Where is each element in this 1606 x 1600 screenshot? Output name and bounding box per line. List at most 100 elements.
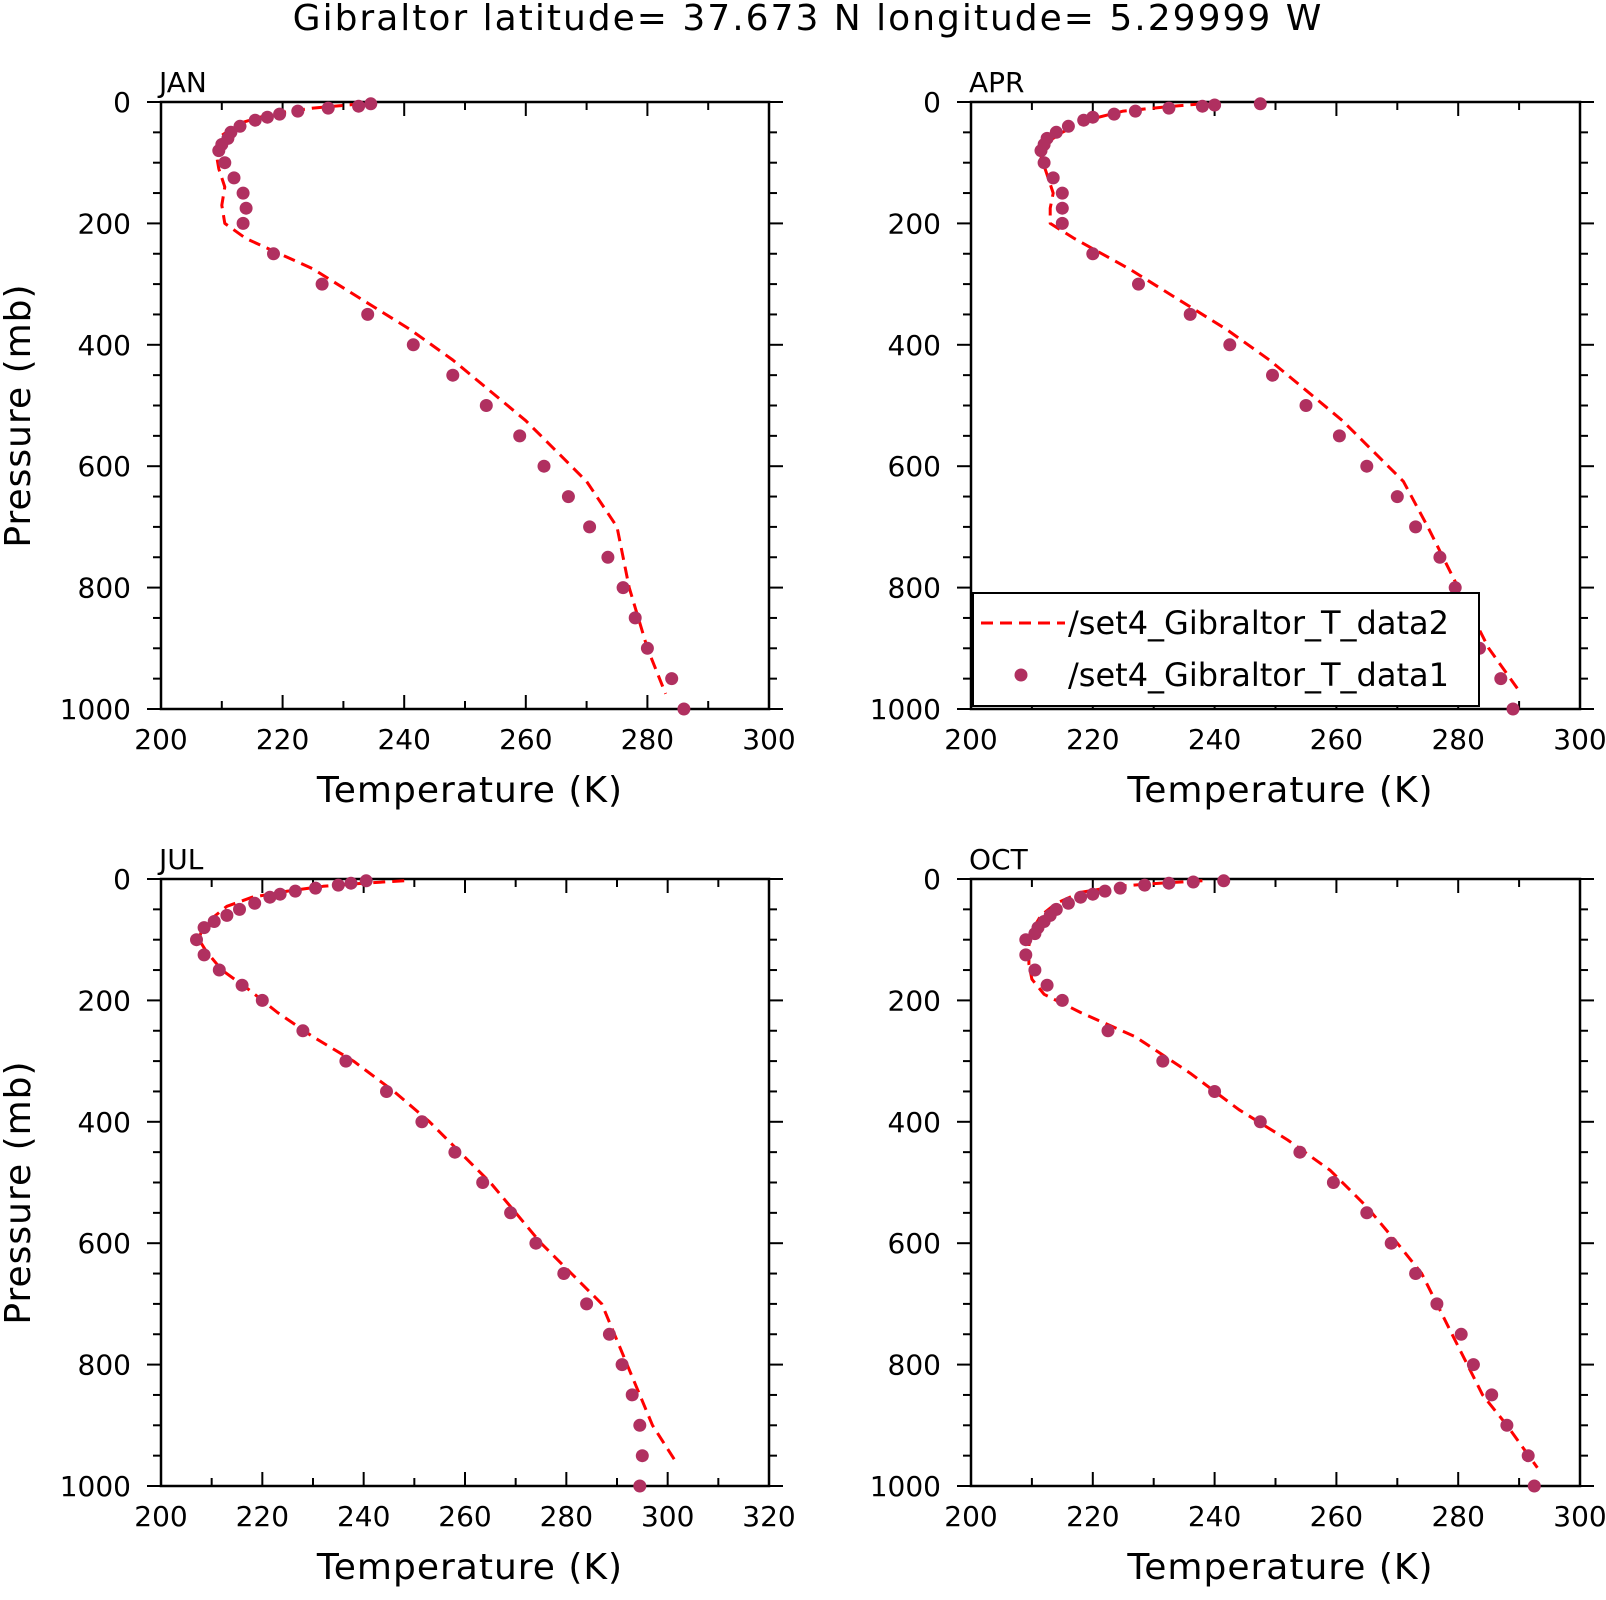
- x-tick-label: 220: [1066, 723, 1119, 756]
- data-point-data1: [296, 1024, 310, 1038]
- chart-panels: 200 220 240 260 280 300 0 200 400 600 800 1000 JAN Te…: [0, 66, 1606, 1588]
- data-point-data1: [448, 1145, 462, 1159]
- data-point-data1: [1430, 1297, 1444, 1311]
- data-point-data1: [1521, 1449, 1535, 1463]
- data-point-data1: [1195, 99, 1209, 113]
- data-point-data1: [1384, 1236, 1398, 1250]
- data-point-data1: [248, 113, 262, 127]
- y-axis-title: Pressure (mb): [0, 283, 39, 547]
- data-point-data1: [1253, 97, 1267, 111]
- data-point-data1: [1040, 978, 1054, 992]
- data-point-data1: [344, 876, 358, 890]
- data-point-data1: [1074, 890, 1088, 904]
- data-point-data1: [1208, 1085, 1222, 1098]
- x-axis-title: Temperature (K): [1126, 770, 1433, 811]
- x-tick-label: 260: [1310, 723, 1363, 756]
- data-point-data1: [273, 107, 287, 121]
- x-tick-label: 300: [641, 1500, 694, 1533]
- data-point-data1: [235, 978, 249, 992]
- data-point-data1: [263, 890, 277, 904]
- data-point-data1: [1055, 993, 1069, 1007]
- x-tick-label: 240: [1188, 1500, 1241, 1533]
- data-point-data1: [1061, 119, 1075, 133]
- data-point-data1: [476, 1176, 490, 1189]
- data-point-data1: [1077, 113, 1091, 127]
- data-point-data1: [339, 1054, 353, 1068]
- data-point-data1: [236, 216, 250, 230]
- data-point-data1: [1466, 1358, 1480, 1372]
- x-tick-label: 260: [499, 723, 552, 756]
- data-point-data1: [1409, 1267, 1423, 1280]
- data-point-data1: [309, 881, 322, 895]
- data-point-data1: [190, 933, 203, 947]
- data-point-data1: [1055, 201, 1069, 215]
- data-point-data1: [212, 963, 226, 977]
- y-tick-label: 0: [923, 86, 941, 119]
- x-tick-label: 260: [1310, 1500, 1363, 1533]
- data-point-data1: [197, 921, 211, 935]
- data-point-data1: [446, 368, 460, 382]
- data-point-data1: [1049, 125, 1063, 139]
- data-point-data1: [583, 520, 597, 534]
- data-point-data1: [1266, 368, 1279, 382]
- data-point-data1: [207, 915, 221, 928]
- data-point-data1: [359, 874, 373, 888]
- y-tick-label: 200: [888, 984, 941, 1017]
- data-point-data1: [331, 878, 345, 892]
- x-tick-label: 220: [256, 723, 309, 756]
- data-point-data1: [1360, 1206, 1374, 1220]
- y-tick-label: 1000: [870, 693, 941, 726]
- y-tick-label: 400: [888, 1106, 941, 1139]
- data-point-data1: [602, 1327, 616, 1341]
- y-tick-label: 200: [78, 984, 131, 1017]
- chart-panel-jan: 200 220 240 260 280 300 0 200 400 600 800 1000 JAN Te…: [0, 66, 796, 811]
- data-point-data1: [197, 948, 211, 962]
- y-tick-label: 600: [888, 450, 941, 483]
- data-point-data1: [1217, 874, 1231, 888]
- y-tick-label: 400: [78, 1106, 131, 1139]
- data-point-data1: [1500, 1418, 1514, 1432]
- x-tick-label: 280: [1431, 1500, 1484, 1533]
- panel-label: JAN: [157, 66, 207, 99]
- x-tick-label: 200: [944, 723, 997, 756]
- data-point-data1: [1299, 399, 1313, 412]
- data-point-data1: [1494, 672, 1508, 686]
- y-tick-label: 1000: [870, 1470, 941, 1503]
- data-point-data1: [616, 581, 630, 595]
- data-point-data1: [1107, 107, 1121, 121]
- data-point-data1: [1454, 1327, 1468, 1341]
- y-tick-label: 1000: [60, 1470, 131, 1503]
- data-point-data1: [1253, 1115, 1267, 1129]
- data-point-data1: [1101, 1024, 1115, 1038]
- data-point-data1: [1162, 876, 1176, 890]
- data-point-data1: [236, 186, 250, 200]
- chart-panel-jul: 200 220 240 260 280 300 320 0 200 400 600 800 1000 JU…: [0, 843, 796, 1588]
- x-axis-title: Temperature (K): [316, 1547, 623, 1588]
- y-tick-label: 0: [113, 86, 131, 119]
- legend-label: /set4_Gibraltor_T_data1: [1068, 656, 1449, 694]
- data-point-data1: [1208, 98, 1222, 112]
- y-tick-label: 400: [78, 329, 131, 362]
- data-point-data1: [1028, 963, 1042, 977]
- data-point-data1: [628, 611, 642, 625]
- data-point-data1: [677, 702, 691, 716]
- y-tick-label: 800: [888, 572, 941, 605]
- data-point-data1: [1061, 896, 1075, 910]
- x-tick-label: 300: [742, 723, 795, 756]
- legend-box: [972, 592, 1480, 707]
- data-point-data1: [615, 1358, 629, 1372]
- data-point-data1: [633, 1418, 647, 1432]
- panel-label: JUL: [157, 843, 204, 876]
- data-point-data1: [1019, 948, 1033, 962]
- data-point-data1: [239, 201, 253, 215]
- data-point-data1: [273, 887, 287, 901]
- data-point-data1: [479, 399, 493, 412]
- data-point-data1: [415, 1115, 429, 1129]
- chart-panel-apr: 200 220 240 260 280 300 0 200 400 600 800 1000 APR Te…: [870, 66, 1606, 811]
- data-point-data1: [504, 1206, 518, 1220]
- data-point-data1: [1183, 307, 1197, 321]
- data-point-data1: [537, 459, 551, 473]
- data-point-data1: [1332, 429, 1346, 443]
